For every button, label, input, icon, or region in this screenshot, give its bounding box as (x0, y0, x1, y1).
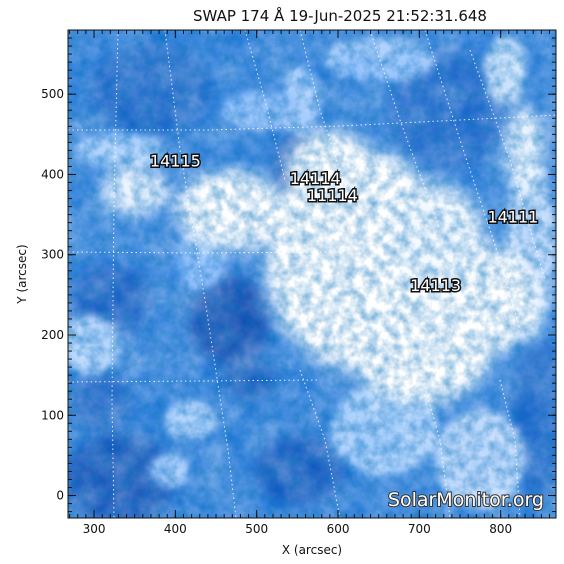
active-region-label: 14111 (487, 208, 538, 227)
x-axis: 300 400 500 600 700 800 (83, 30, 512, 536)
x-tick-label: 400 (164, 522, 187, 536)
x-tick-label: 500 (245, 522, 268, 536)
x-tick-label: 800 (489, 522, 512, 536)
x-tick-label: 300 (83, 522, 106, 536)
x-tick-label: 600 (327, 522, 350, 536)
y-tick-label: 100 (41, 408, 64, 422)
active-region-label: 14115 (150, 151, 201, 170)
solarmonitor-watermark: SolarMonitor.org (388, 489, 544, 511)
y-axis-label: Y (arcsec) (15, 244, 29, 304)
y-tick-label: 400 (41, 167, 64, 181)
y-tick-label: 200 (41, 328, 64, 342)
active-region-label: 14114 (290, 169, 341, 188)
y-tick-label: 0 (56, 489, 64, 503)
plot-frame (67, 29, 557, 519)
image-title: SWAP 174 Å 19-Jun-2025 21:52:31.648 (193, 6, 487, 25)
heliographic-grid (68, 30, 556, 518)
active-region-label: 11114 (307, 186, 358, 205)
y-axis: 0 100 200 300 400 500 (41, 87, 556, 503)
euv-image (68, 30, 556, 518)
y-tick-label: 300 (41, 248, 64, 262)
x-axis-label: X (arcsec) (282, 543, 342, 557)
active-region-label: 14113 (410, 276, 461, 295)
x-tick-label: 700 (408, 522, 431, 536)
y-tick-label: 500 (41, 87, 64, 101)
